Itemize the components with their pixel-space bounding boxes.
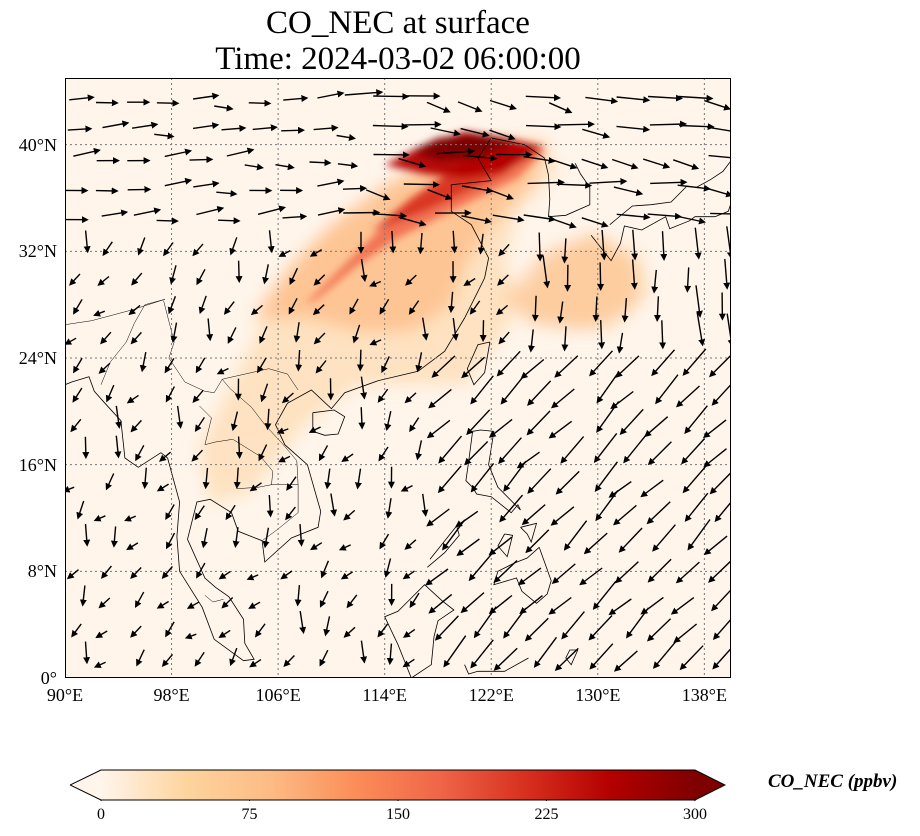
coastlines <box>65 137 731 678</box>
colorbar-body <box>101 770 695 800</box>
lat-tick-label: 24°N <box>18 348 57 368</box>
wind-vectors <box>65 89 731 672</box>
colorbar-tick-label: 225 <box>534 806 559 823</box>
gridlines <box>65 78 731 678</box>
colorbar-tick-label: 300 <box>683 806 707 823</box>
lon-tick-label: 90°E <box>46 685 84 705</box>
title-line-2: Time: 2024-03-02 06:00:00 <box>215 41 581 77</box>
lat-tick-label: 32°N <box>18 241 57 262</box>
lon-tick-label: 130°E <box>575 685 621 705</box>
colorbar-over-extension <box>695 770 725 800</box>
colorbar <box>70 769 726 801</box>
lon-tick-label: 106°E <box>255 685 301 705</box>
lon-tick-label: 114°E <box>362 685 407 705</box>
lon-tick-label: 138°E <box>681 685 727 705</box>
colorbar-label: CO_NEC (ppbv) <box>768 771 898 792</box>
lat-tick-label: 40°N <box>18 134 57 155</box>
colorbar-under-extension <box>70 770 101 800</box>
colorbar-tick-label: 150 <box>386 806 410 823</box>
colorbar-tick-label: 0 <box>97 806 105 823</box>
lat-tick-label: 0° <box>40 668 57 688</box>
lon-tick-label: 122°E <box>468 685 514 705</box>
title-line-1: CO_NEC at surface <box>266 5 530 41</box>
lat-tick-label: 8°N <box>27 561 57 582</box>
lon-tick-label: 98°E <box>153 685 190 705</box>
map-panel <box>65 78 731 678</box>
lat-tick-label: 16°N <box>18 454 57 475</box>
colorbar-tick-label: 75 <box>241 806 258 823</box>
